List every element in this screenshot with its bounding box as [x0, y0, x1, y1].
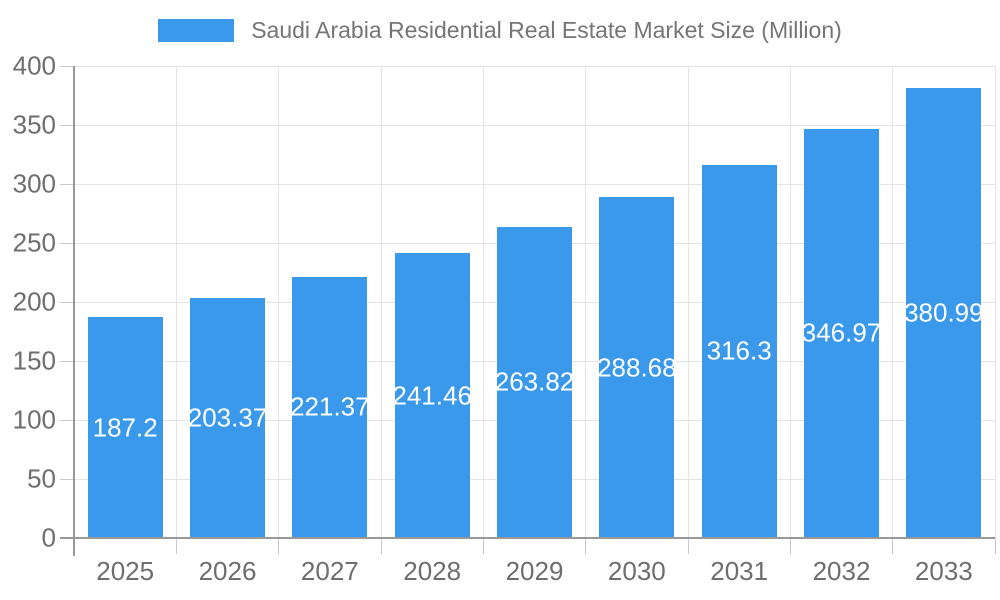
y-axis-tick [60, 183, 74, 185]
bar-value-label: 316.3 [706, 335, 772, 366]
bar[interactable] [497, 226, 572, 538]
x-gridline [892, 66, 894, 538]
y-gridline [74, 183, 995, 185]
x-gridline [789, 66, 791, 538]
y-axis-tick-label: 350 [12, 109, 56, 140]
bar-value-label: 187.2 [92, 412, 158, 443]
x-axis-tick-label: 2026 [198, 556, 257, 586]
x-axis-tick-label: 2032 [812, 556, 871, 586]
x-gridline [585, 66, 587, 538]
x-axis-tick-label: 2031 [710, 556, 769, 586]
y-axis-tick [60, 360, 74, 362]
legend-swatch-icon [158, 19, 235, 42]
x-axis-tick [585, 538, 587, 554]
bar-value-label: 288.68 [597, 352, 677, 383]
bar[interactable] [292, 276, 368, 538]
bar[interactable] [394, 253, 470, 538]
y-axis-tick [60, 65, 74, 67]
x-axis-tick-label: 2030 [607, 556, 666, 586]
bar[interactable] [87, 317, 163, 538]
bar-value-label: 346.97 [801, 317, 882, 348]
y-gridline [74, 124, 995, 126]
bar[interactable] [190, 298, 265, 538]
bar[interactable] [701, 164, 777, 538]
y-axis-tick [60, 419, 74, 421]
bar[interactable] [804, 128, 879, 538]
y-axis-tick [60, 301, 74, 303]
y-axis-tick [60, 124, 74, 126]
y-gridline [74, 65, 995, 67]
x-axis-tick-label: 2027 [300, 556, 359, 586]
x-gridline [175, 66, 177, 538]
bar-value-label: 221.37 [290, 391, 370, 422]
y-axis-tick-label: 150 [12, 345, 56, 376]
y-axis-tick-label: 50 [27, 463, 56, 494]
chart-legend[interactable]: Saudi Arabia Residential Real Estate Mar… [0, 17, 1000, 44]
legend-series-label: Saudi Arabia Residential Real Estate Mar… [251, 17, 842, 43]
bar-value-label: 263.82 [494, 366, 575, 397]
x-axis-tick [789, 538, 791, 554]
bar-value-label: 380.99 [904, 297, 984, 328]
x-axis-tick [175, 538, 177, 554]
y-axis-tick-label: 200 [12, 286, 56, 317]
x-axis-tick [687, 538, 689, 554]
x-gridline [994, 66, 996, 538]
y-axis-tick [60, 478, 74, 480]
y-axis-line [73, 66, 75, 556]
x-axis-line [60, 537, 995, 539]
bar-value-label: 203.37 [187, 402, 268, 433]
x-axis-tick-label: 2025 [96, 556, 155, 586]
y-axis-tick-label: 250 [12, 227, 56, 258]
x-gridline [482, 66, 484, 538]
x-axis-tick [380, 538, 382, 554]
bar[interactable] [599, 197, 675, 538]
x-axis-tick [994, 538, 996, 554]
x-axis-tick [278, 538, 280, 554]
y-axis-tick-label: 0 [41, 522, 56, 553]
x-axis-tick [892, 538, 894, 554]
x-gridline [278, 66, 280, 538]
x-gridline [380, 66, 382, 538]
x-axis-tick-label: 2033 [914, 556, 973, 586]
bar[interactable] [906, 88, 982, 538]
y-axis-tick-label: 300 [12, 168, 56, 199]
x-axis-tick [482, 538, 484, 554]
x-axis-tick-label: 2028 [403, 556, 462, 586]
x-gridline [687, 66, 689, 538]
y-axis-tick-label: 400 [12, 50, 56, 81]
bar-value-label: 241.46 [392, 380, 472, 411]
y-axis-tick-label: 100 [12, 404, 56, 435]
y-axis-tick [60, 242, 74, 244]
x-axis-tick-label: 2029 [505, 556, 564, 586]
